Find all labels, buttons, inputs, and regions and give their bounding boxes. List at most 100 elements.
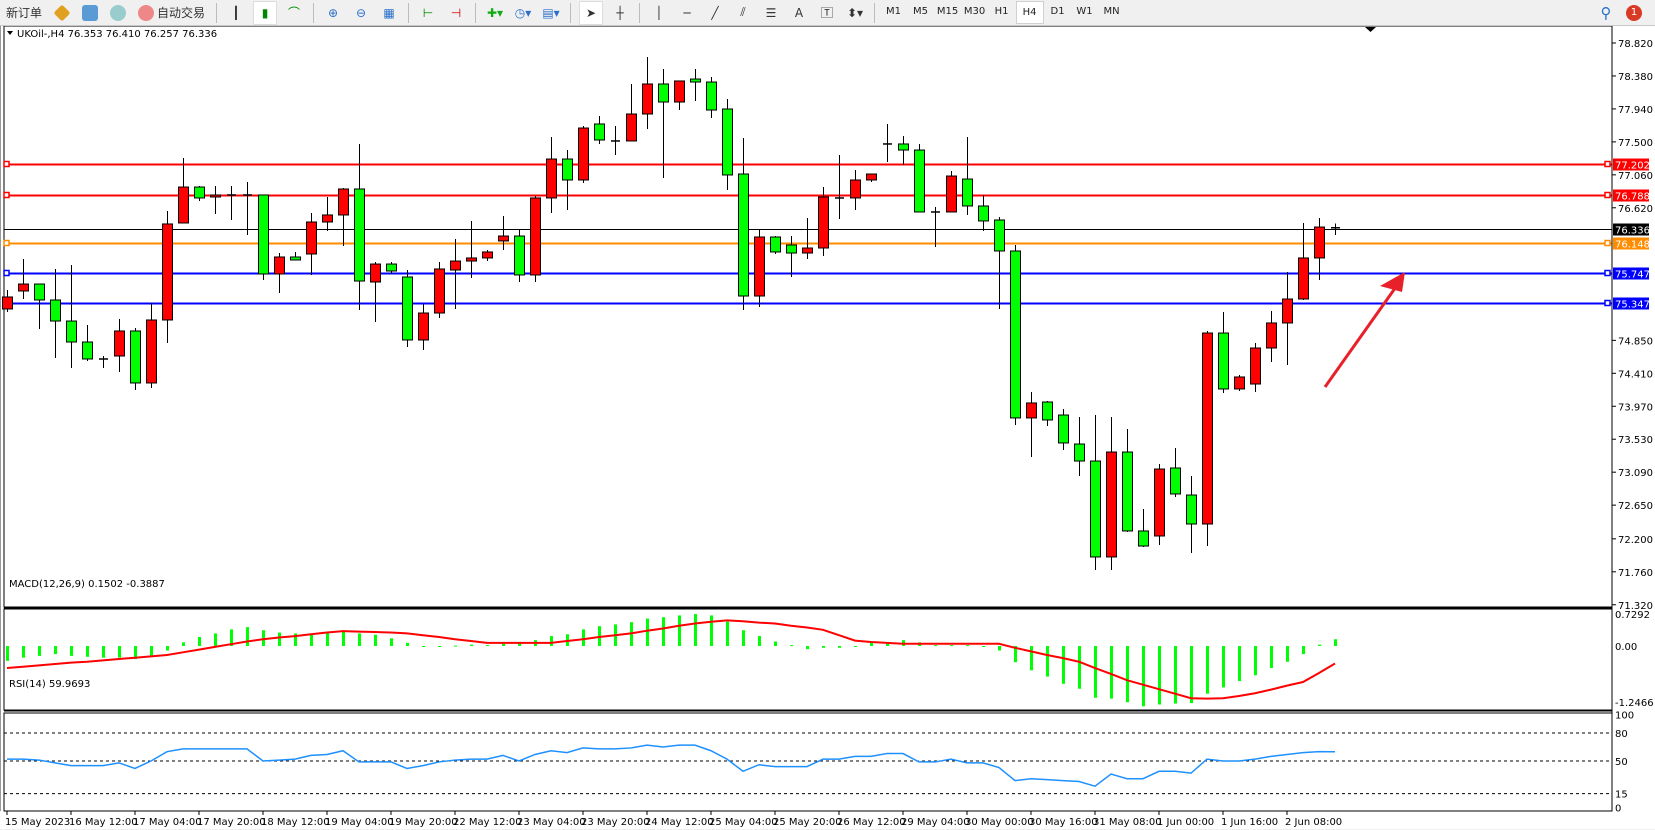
text-label-icon[interactable]: 🅃 xyxy=(821,6,834,20)
arrows-icon[interactable]: ⬍▾ xyxy=(846,5,864,20)
divider xyxy=(216,2,218,23)
time-tick-label: 29 May 04:00 xyxy=(901,817,970,828)
chart-shift-marker-icon[interactable] xyxy=(1365,27,1376,32)
level-handle-right[interactable] xyxy=(1604,299,1611,307)
price-level-tag-label: 76.336 xyxy=(1615,226,1650,237)
level-handle-left[interactable] xyxy=(3,239,10,247)
periods-clock-icon[interactable]: ◷▾ xyxy=(514,5,532,20)
price-tick-label: 77.940 xyxy=(1618,105,1653,116)
level-handle-right[interactable] xyxy=(1604,269,1611,277)
auto-scroll-icon[interactable]: ⊢ xyxy=(422,5,434,20)
rsi-tick-label: 100 xyxy=(1615,710,1634,721)
price-tick-label: 76.620 xyxy=(1618,204,1653,215)
macd-histogram-bar xyxy=(502,643,505,646)
annotation-arrow[interactable] xyxy=(1323,272,1405,388)
timeframe-m30[interactable]: M30 xyxy=(963,6,986,17)
candle-bullish xyxy=(1106,451,1117,558)
timeframe-m1[interactable]: M1 xyxy=(886,6,902,17)
level-handle-left[interactable] xyxy=(3,269,10,277)
timeframe-h1[interactable]: H1 xyxy=(994,6,1009,17)
time-tick-label: 30 May 16:00 xyxy=(1029,817,1098,828)
trendline-icon[interactable]: ╱ xyxy=(711,5,719,20)
rsi-tick-label: 0 xyxy=(1615,804,1621,815)
timeframe-mn[interactable]: MN xyxy=(1103,6,1120,17)
macd-histogram-bar xyxy=(966,645,969,647)
timeframe-m15[interactable]: M15 xyxy=(936,6,959,17)
macd-signal-line xyxy=(6,619,1336,700)
price-tick-label: 78.380 xyxy=(1618,72,1653,83)
cursor-icon[interactable]: ➤ xyxy=(579,0,604,25)
market-watch-icon[interactable] xyxy=(51,2,73,24)
macd-histogram-bar xyxy=(102,646,105,658)
time-tick-label: 26 May 12:00 xyxy=(837,817,906,828)
candle-bearish xyxy=(562,158,573,181)
candle-bullish xyxy=(1026,402,1037,419)
level-handle-right[interactable] xyxy=(1604,239,1611,247)
templates-icon[interactable]: ▤▾ xyxy=(542,5,560,20)
level-handle-left[interactable] xyxy=(3,160,10,168)
macd-histogram-bar xyxy=(1126,646,1129,703)
candle-bullish xyxy=(1154,468,1165,537)
price-pane[interactable] xyxy=(3,26,1613,608)
timeframe-d1[interactable]: D1 xyxy=(1050,6,1065,17)
rsi-line xyxy=(7,744,1336,788)
candle-bearish xyxy=(786,244,797,254)
timeframe-h4[interactable]: H4 xyxy=(1015,1,1044,24)
candle-bullish xyxy=(850,179,861,199)
rsi-tick-label: 15 xyxy=(1615,790,1628,801)
tile-windows-icon[interactable]: ▦ xyxy=(383,5,395,20)
vertical-line-icon[interactable]: │ xyxy=(655,5,663,20)
macd-histogram-bar xyxy=(1030,646,1033,671)
indicators-icon[interactable]: ✚▾ xyxy=(486,5,504,20)
macd-histogram-bar xyxy=(982,646,985,647)
level-handle-left[interactable] xyxy=(3,191,10,199)
time-tick-label: 2 Jun 08:00 xyxy=(1285,817,1342,828)
chart-window[interactable]: 78.820 78.380 77.940 77.500 77.060 76.620 74.8… xyxy=(0,26,1655,830)
candle-bullish xyxy=(466,257,477,262)
macd-histogram-bar xyxy=(678,615,681,646)
notifications-icon[interactable]: 1 xyxy=(1623,2,1645,24)
macd-histogram-bar xyxy=(1238,646,1241,682)
zoom-in-icon[interactable]: ⊕ xyxy=(328,5,339,20)
macd-histogram-bar xyxy=(6,646,9,661)
macd-histogram-bar xyxy=(278,632,281,646)
macd-histogram-bar xyxy=(86,646,89,657)
signals-icon[interactable] xyxy=(107,2,129,24)
price-level-tag-label: 75.347 xyxy=(1615,300,1650,311)
rsi-tick-label: 50 xyxy=(1615,757,1628,768)
crosshair-icon[interactable]: ┼ xyxy=(616,5,624,20)
zoom-out-icon[interactable]: ⊖ xyxy=(356,5,367,20)
rsi-pane[interactable] xyxy=(3,712,1613,812)
macd-histogram-bar xyxy=(150,646,153,656)
price-level-tag xyxy=(1613,158,1649,171)
timeframe-m5[interactable]: M5 xyxy=(913,6,929,17)
divider xyxy=(313,2,315,23)
candle-bullish xyxy=(146,319,157,384)
fibonacci-icon[interactable]: ☰ xyxy=(765,5,777,20)
macd-histogram-bar xyxy=(950,645,953,647)
auto-trading-button[interactable]: 自动交易 xyxy=(135,2,208,24)
candle-bullish xyxy=(946,175,957,213)
chart-menu-triangle-icon[interactable] xyxy=(7,31,13,35)
candle-bearish xyxy=(194,186,205,199)
new-order-button[interactable]: 新订单 xyxy=(6,6,43,20)
macd-histogram-bar xyxy=(1142,646,1145,707)
horizontal-line-icon[interactable]: ─ xyxy=(683,5,691,20)
search-icon[interactable]: ⚲ xyxy=(1600,3,1612,22)
time-tick-label: 1 Jun 16:00 xyxy=(1221,817,1278,828)
level-handle-right[interactable] xyxy=(1604,191,1611,199)
bar-chart-icon[interactable]: ┃ xyxy=(232,5,240,20)
equidistant-channel-icon[interactable]: ⫽ xyxy=(740,5,746,19)
navigator-icon[interactable] xyxy=(79,2,101,24)
candlestick-chart-icon[interactable]: ▮ xyxy=(253,0,278,25)
macd-tick-label: -1.2466 xyxy=(1615,698,1654,709)
line-chart-icon[interactable]: ⌒ xyxy=(288,6,301,20)
rsi-label: RSI(14) 59.9693 xyxy=(9,679,90,690)
chart-shift-icon[interactable]: ⊣ xyxy=(450,5,462,20)
text-tool-icon[interactable]: A xyxy=(794,5,804,20)
macd-pane[interactable] xyxy=(3,608,1613,711)
price-tick-label: 72.650 xyxy=(1618,501,1653,512)
level-handle-right[interactable] xyxy=(1604,160,1611,168)
macd-histogram-bar xyxy=(758,636,761,646)
timeframe-w1[interactable]: W1 xyxy=(1076,6,1093,17)
